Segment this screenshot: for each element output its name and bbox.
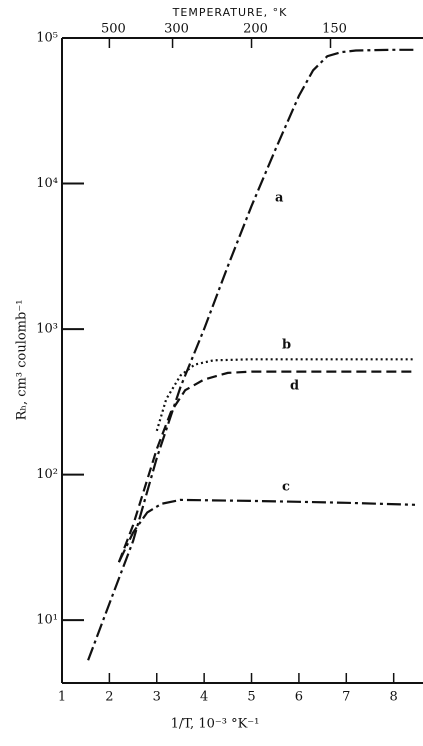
top-tick-label: 200 <box>243 22 268 37</box>
x-tick-label: 2 <box>105 690 113 705</box>
chart: TEMPERATURE, °K 1/T, 10⁻³ °K⁻¹ Rₕ, cm³ c… <box>0 0 423 746</box>
curve <box>88 50 415 661</box>
top-tick-label: 500 <box>101 22 126 37</box>
x-tick-label: 4 <box>200 690 208 705</box>
y-tick-label: 10⁵ <box>36 31 58 46</box>
top-tick-label: 150 <box>322 22 347 37</box>
y-tick-label: 10⁴ <box>36 176 58 191</box>
x-tick-label: 8 <box>390 690 398 705</box>
curve <box>119 372 415 563</box>
curve-label: c <box>282 480 290 495</box>
curve-label: b <box>282 338 291 353</box>
x-tick-label: 6 <box>295 690 303 705</box>
x-tick-label: 5 <box>247 690 255 705</box>
x-axis-label: 1/T, 10⁻³ °K⁻¹ <box>171 717 260 732</box>
curve-label: a <box>275 191 284 206</box>
top-axis-title: TEMPERATURE, °K <box>172 6 288 19</box>
curve-label: d <box>290 379 299 394</box>
x-tick-label: 7 <box>342 690 350 705</box>
y-tick-label: 10² <box>36 467 58 482</box>
curve <box>157 359 415 431</box>
curve <box>119 500 415 562</box>
y-axis-label: Rₕ, cm³ coulomb⁻¹ <box>15 300 30 421</box>
y-tick-label: 10³ <box>36 322 58 337</box>
x-tick-label: 3 <box>153 690 161 705</box>
y-tick-label: 10¹ <box>36 613 58 628</box>
x-tick-label: 1 <box>58 690 66 705</box>
top-tick-label: 300 <box>164 22 189 37</box>
